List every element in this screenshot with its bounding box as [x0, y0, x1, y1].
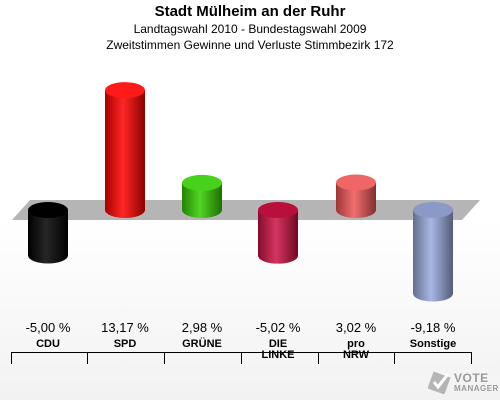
bar-pro-nrw [336, 182, 376, 218]
bar-die-linke [258, 210, 298, 264]
value-label: 3,02 % [335, 320, 377, 335]
value-label: -9,18 % [410, 320, 456, 335]
chart-title: Stadt Mülheim an der Ruhr [154, 3, 346, 20]
x-axis-tick [241, 352, 242, 364]
bar-sonstige [413, 210, 453, 302]
bar-cdu [28, 210, 68, 264]
x-axis-tick [318, 352, 319, 364]
x-axis-tick [394, 352, 395, 364]
logo-word-vote: VOTE [454, 371, 489, 385]
bar-cap-cdu [28, 202, 68, 218]
baseline-plane [12, 200, 480, 220]
chart-subtitle-district: Zweitstimmen Gewinne und Verluste Stimmb… [106, 38, 394, 52]
bar-cap-gr-ne [182, 174, 222, 191]
bar-gr-ne [182, 182, 222, 218]
category-label: DIE LINKE [261, 338, 295, 361]
x-axis-tick [471, 352, 472, 364]
vote-manager-logo: VOTE MANAGER [428, 368, 498, 398]
x-axis-tick [11, 352, 12, 364]
value-label: 13,17 % [101, 320, 149, 335]
value-label: -5,02 % [255, 320, 301, 335]
x-axis-tick [164, 352, 165, 364]
value-label: 2,98 % [181, 320, 223, 335]
category-label: SPD [113, 338, 137, 350]
value-label: -5,00 % [25, 320, 71, 335]
bar-cap-pro-nrw [336, 174, 376, 191]
bar-spd [105, 90, 145, 218]
category-label: Sonstige [409, 338, 457, 350]
bar-cap-sonstige [413, 202, 453, 218]
bar-cap-die-linke [258, 202, 298, 218]
x-axis-tick [87, 352, 88, 364]
chart-subtitle-elections: Landtagswahl 2010 - Bundestagswahl 2009 [133, 22, 367, 36]
category-label: GRÜNE [182, 338, 222, 350]
logo-word-manager: MANAGER [454, 384, 499, 393]
ballot-check-icon [428, 371, 451, 394]
category-label: CDU [36, 338, 60, 350]
bar-cap-spd [105, 82, 145, 99]
category-label: pro NRW [342, 338, 370, 361]
